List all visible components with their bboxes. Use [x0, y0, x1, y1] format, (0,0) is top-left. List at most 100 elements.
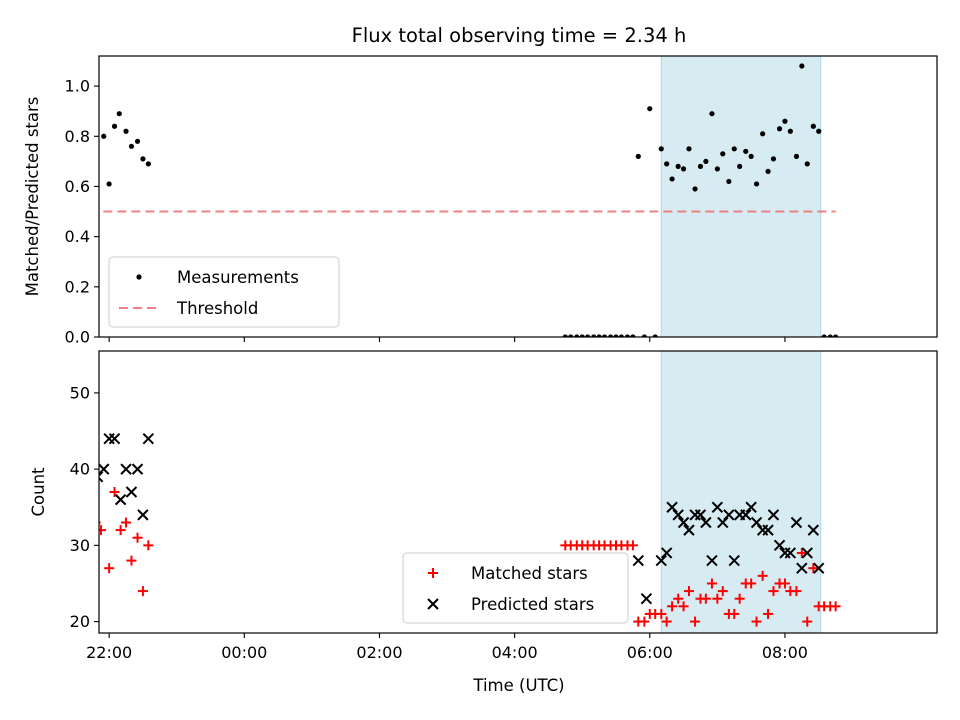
ratio-series-0-point-23: [613, 334, 619, 337]
ratio-series-0-point-11: [134, 138, 141, 144]
count-series-1-point-10-b: [137, 509, 149, 521]
count-series-1-point-12: [632, 554, 645, 567]
count-legend-label-1: Predicted stars: [471, 595, 594, 614]
count-series-1-point-19: [683, 524, 695, 536]
count-series-1-point-40-b: [801, 547, 813, 559]
x-tick-label-2: 02:00: [356, 643, 402, 662]
ratio-series-0-point-13: [145, 161, 151, 167]
count-series-0-point-41: [712, 593, 723, 604]
x-tick-label-1: 00:00: [221, 643, 267, 662]
ratio-series-0-point-18: [585, 334, 591, 337]
count-series-1-point-31-b: [750, 516, 763, 529]
ratio-series-0-point-44: [731, 146, 737, 152]
ratio-series-0-point-62: [833, 334, 839, 337]
count-series-1-point-26-b: [723, 509, 735, 521]
ratio-series-0-point-34: [675, 163, 681, 169]
count-series-1-point-8-b: [125, 486, 138, 498]
count-y-tick-label-2: 40: [70, 460, 90, 479]
ratio-series-0-point-21: [601, 334, 608, 337]
ratio-series-0-point-22: [607, 334, 614, 337]
count-legend-label-0: Matched stars: [471, 564, 588, 583]
count-series-1-point-5-b: [108, 432, 121, 445]
count-series-0-point-7: [109, 487, 120, 497]
x-tick-label-3: 04:00: [492, 643, 538, 662]
ratio-series-0-point-35: [680, 166, 687, 172]
count-series-1-point-16: [666, 501, 678, 513]
count-series-0-point-44: [729, 608, 740, 619]
count-series-0-point-42: [717, 586, 728, 597]
chart-title: Flux total observing time = 2.34 h: [352, 24, 687, 47]
count-series-1-point-24-b: [711, 501, 724, 513]
count-series-1-point-14-b: [655, 554, 667, 567]
ratio-y-tick-label-1: 0.2: [65, 277, 90, 296]
ratio-highlight-span: [660, 55, 822, 338]
count-series-1-point-26: [723, 509, 735, 521]
ratio-series-0-point-41: [714, 166, 720, 172]
count-series-0: [70, 365, 841, 627]
ratio-series-0-point-29: [647, 106, 653, 112]
count-series-0-point-47: [746, 578, 757, 589]
count-series-1-point-15: [660, 547, 673, 559]
count-panel: 22:00 00:00 02:00 04:00 06:00 08:00 20 30 40 50 Co…: [29, 350, 938, 662]
count-series-1-point-18-b: [677, 516, 690, 529]
count-series-1-point-16-b: [666, 501, 678, 513]
count-series-1-point-34: [767, 509, 780, 521]
count-series-0-point-35: [678, 601, 689, 612]
ratio-series-0-point-8: [116, 111, 122, 117]
ratio-y-tick-label-5: 1.0: [65, 77, 90, 96]
count-series-0-point-49: [757, 570, 768, 581]
ratio-legend: Measurements Threshold: [108, 256, 340, 328]
count-series-1-point-9-b: [131, 463, 144, 475]
count-series-0-point-39: [700, 593, 711, 604]
ratio-series-0-point-43: [726, 178, 732, 185]
count-series-0-point-45: [734, 593, 745, 604]
count-series-1-point-1: [86, 502, 96, 512]
count-series-1-point-21: [694, 509, 707, 521]
count-series-1-point-12-b: [632, 554, 645, 567]
ratio-panel: 0.0 0.2 0.4 0.6 0.8 1.0 Matched/Predicted star…: [23, 55, 938, 347]
count-series-1-point-19-b: [683, 524, 695, 536]
count-series-0-point-11: [132, 532, 143, 543]
ratio-series-0-point-10: [128, 143, 135, 149]
count-series-1-point-37-b: [784, 547, 797, 559]
ratio-series-0-point-58: [810, 123, 816, 129]
ratio-y-tick-label-0: 0.0: [65, 328, 90, 347]
ratio-legend-label-0: Measurements: [177, 268, 299, 287]
ratio-series-0-point-48: [753, 181, 760, 187]
count-series-1-point-21-b: [694, 509, 707, 521]
count-series-1-point-5: [108, 432, 121, 445]
ratio-series-0-point-12: [140, 156, 146, 162]
count-series-0-point-0: [70, 365, 80, 375]
count-series-0-point-36: [683, 586, 694, 597]
count-series-1-point-35-b: [773, 539, 786, 552]
count-series-1-point-17-b: [672, 509, 684, 521]
ratio-series-0-point-47: [748, 153, 754, 159]
count-series-1-point-24: [711, 501, 724, 513]
ratio-series-0-point-46: [743, 148, 749, 154]
ratio-series-0: [101, 63, 839, 337]
ratio-plot-area: [99, 63, 839, 337]
ratio-series-0-point-24: [618, 334, 624, 337]
count-series-0-point-37: [690, 616, 701, 627]
count-series-1-point-33: [762, 524, 774, 536]
count-series-1: [86, 432, 825, 605]
count-series-0-point-13: [143, 540, 154, 551]
count-frame: [98, 350, 938, 634]
count-y-tick-label-3: 50: [70, 383, 90, 402]
count-series-1-point-13-b: [640, 592, 653, 605]
ratio-series-0-point-33: [669, 176, 675, 182]
ratio-series-0-point-17: [579, 334, 585, 337]
count-y-tick-label-1: 30: [70, 536, 90, 555]
count-series-0-point-55: [791, 586, 802, 597]
count-series-1-point-35: [773, 539, 786, 552]
count-series-0-point-32: [661, 616, 672, 627]
ratio-legend-box: [108, 256, 340, 328]
count-series-0-point-50: [763, 608, 774, 619]
count-series-1-point-30: [745, 501, 757, 513]
count-series-1-point-27-b: [728, 554, 740, 567]
count-series-1-point-4: [103, 432, 115, 445]
ratio-series-0-point-30: [652, 334, 658, 337]
count-series-1-point-29-b: [740, 509, 752, 521]
count-series-0-point-62: [830, 601, 841, 612]
